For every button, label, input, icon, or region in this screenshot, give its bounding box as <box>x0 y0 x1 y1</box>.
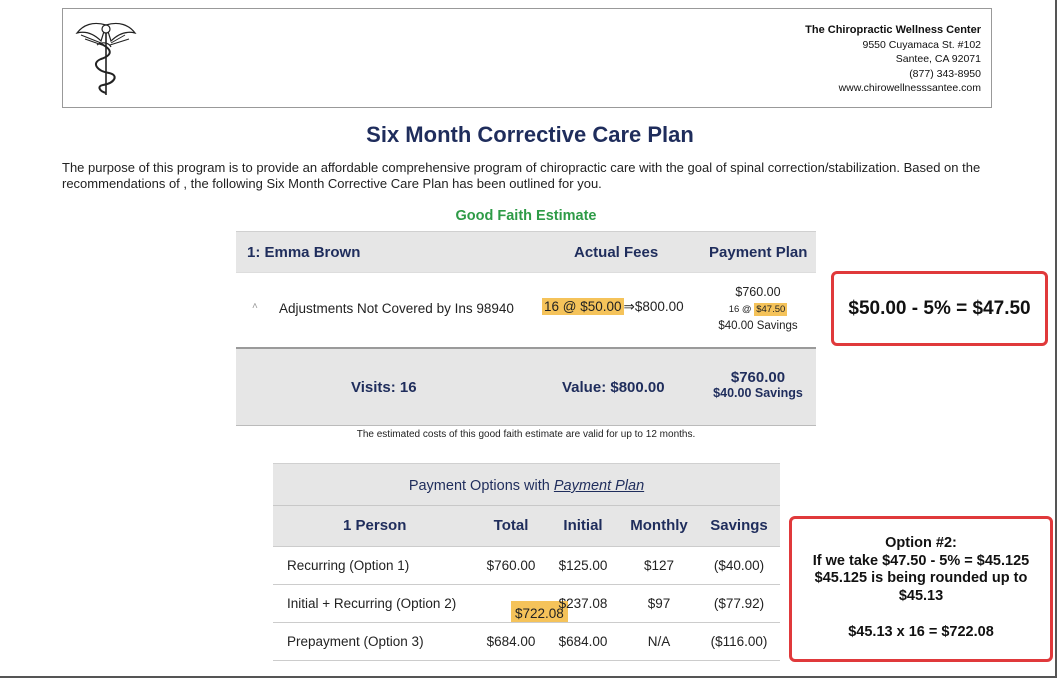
intro-paragraph: The purpose of this program is to provid… <box>62 160 981 191</box>
footer-plan-total: $760.00 <box>730 369 786 386</box>
discount-callout: $50.00 - 5% = $47.50 <box>831 271 1048 346</box>
clinic-address: 9550 Cuyamaca St. #102 <box>862 38 982 51</box>
line-item-description: Adjustments Not Covered by Ins 98940 <box>279 301 514 316</box>
option-initial: $125.00 <box>558 558 608 573</box>
clinic-website: www.chirowellnesssantee.com <box>838 82 981 94</box>
payment-header-row: 1 Person Total Initial Monthly Savings <box>273 505 780 546</box>
option-savings: ($77.92) <box>713 596 765 611</box>
line-item-amount: $800.00 <box>634 299 684 314</box>
footer-plan-savings: $40.00 Savings <box>713 386 803 400</box>
payment-plan-link[interactable]: Payment Plan <box>553 478 645 494</box>
header-total: Total <box>493 517 529 534</box>
option-monthly: $97 <box>647 596 671 611</box>
plan-rate-highlight: $47.50 <box>754 303 788 316</box>
line-item-plan: $760.00 16 @ $47.50 $40.00 Savings <box>698 284 818 335</box>
plan-qty-rate: 16 @ $47.50 <box>698 301 818 318</box>
callout-line-5: $45.13 x 16 = $722.08 <box>848 624 994 640</box>
option-savings: ($40.00) <box>713 558 765 573</box>
actual-fees-header: Actual Fees <box>574 244 659 261</box>
clinic-city: Santee, CA 92071 <box>895 53 981 65</box>
option-name: Recurring (Option 1) <box>287 558 410 573</box>
arrow-icon: ⇒ <box>623 299 635 314</box>
option-monthly: $127 <box>643 558 675 573</box>
clinic-name: The Chiropractic Wellness Center <box>805 24 981 36</box>
line-item-actual: 16 @ $50.00 ⇒$800.00 <box>542 298 684 315</box>
plan-savings: $40.00 Savings <box>718 320 798 332</box>
option-initial: $684.00 <box>558 634 608 649</box>
visits-count: Visits: 16 <box>351 379 417 396</box>
estimate-header-row: 1: Emma Brown Actual Fees Payment Plan <box>236 231 816 272</box>
option-name: Initial + Recurring (Option 2) <box>287 596 457 611</box>
payment-row-option-2: Initial + Recurring (Option 2) $722.08 $… <box>273 584 780 626</box>
header-monthly: Monthly <box>630 517 688 534</box>
option-savings: ($116.00) <box>710 634 768 649</box>
footer-plan: $760.00 $40.00 Savings <box>698 369 818 400</box>
estimate-line-item: ˄ Adjustments Not Covered by Ins 98940 1… <box>236 272 816 347</box>
clinic-info: The Chiropractic Wellness Center 9550 Cu… <box>805 23 981 96</box>
option-monthly: N/A <box>647 634 671 649</box>
payment-title-prefix: Payment Options with <box>408 478 550 494</box>
plan-total: $760.00 <box>735 285 781 299</box>
option-total: $684.00 <box>486 634 536 649</box>
header-savings: Savings <box>710 517 768 534</box>
option-2-callout: Option #2: If we take $47.50 - 5% = $45.… <box>789 516 1053 662</box>
payment-row-option-1: Recurring (Option 1) $760.00 $125.00 $12… <box>273 546 780 584</box>
estimate-footer-row: Visits: 16 Value: $800.00 $760.00 $40.00… <box>236 347 816 426</box>
caduceus-logo-icon <box>75 22 137 95</box>
option-initial: $237.08 <box>558 596 608 611</box>
payment-options-title: Payment Options with Payment Plan <box>273 463 780 505</box>
option-total: $722.08 <box>511 601 568 626</box>
option-name: Prepayment (Option 3) <box>287 634 424 649</box>
payment-plan-header: Payment Plan <box>709 244 808 261</box>
callout-line-2: If we take $47.50 - 5% = $45.125 <box>812 552 1030 569</box>
callout-line-4: $45.13 <box>898 587 944 604</box>
clinic-phone: (877) 343-8950 <box>909 67 981 80</box>
header-person: 1 Person <box>343 517 407 534</box>
patient-name: 1: Emma Brown <box>247 244 361 261</box>
estimate-table: 1: Emma Brown Actual Fees Payment Plan ˄… <box>236 231 816 426</box>
callout-line-3: $45.125 is being rounded up to <box>814 570 1028 586</box>
page-title: Six Month Corrective Care Plan <box>366 122 694 147</box>
payment-options-table: Payment Options with Payment Plan 1 Pers… <box>273 463 780 661</box>
option-total: $760.00 <box>486 558 536 573</box>
plan-qty: 16 @ <box>728 304 752 315</box>
estimate-validity-note: The estimated costs of this good faith e… <box>356 429 696 440</box>
total-value: Value: $800.00 <box>562 379 665 396</box>
clinic-header: The Chiropractic Wellness Center 9550 Cu… <box>62 8 992 108</box>
callout-line-1: Option #2: <box>885 535 957 551</box>
estimate-heading: Good Faith Estimate <box>455 208 597 224</box>
collapse-caret-icon[interactable]: ˄ <box>252 301 258 312</box>
header-initial: Initial <box>563 517 603 534</box>
qty-rate-highlight: 16 @ $50.00 <box>542 298 624 315</box>
payment-row-option-3: Prepayment (Option 3) $684.00 $684.00 N/… <box>273 622 780 661</box>
